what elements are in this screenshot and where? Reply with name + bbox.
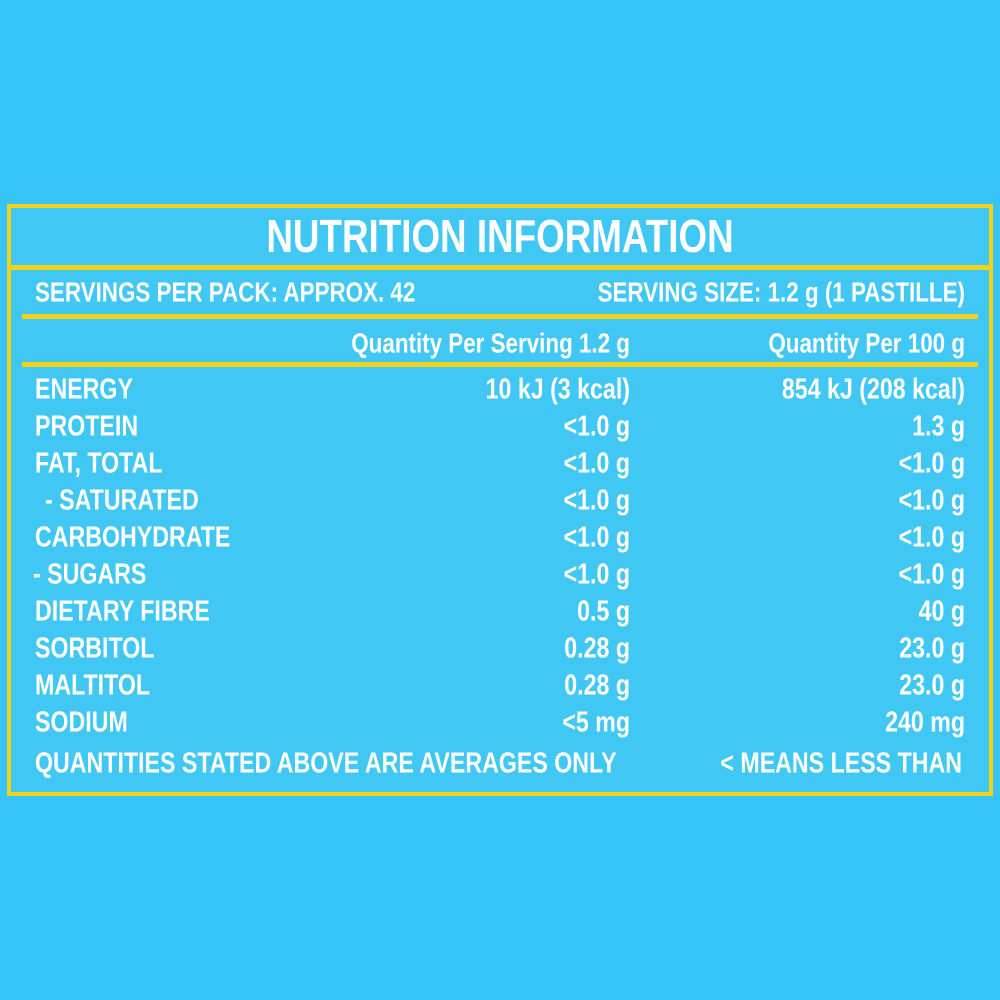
column-header: Quantity Per 100 g xyxy=(768,328,965,359)
column-header: Quantity Per Serving 1.2 g xyxy=(351,328,630,359)
per-100g-value: 854 kJ (208 kcal) xyxy=(782,372,965,405)
footer-note: QUANTITIES STATED ABOVE ARE AVERAGES ONL… xyxy=(35,746,617,779)
per-100g-value: <1.0 g xyxy=(899,520,965,553)
nutrient-label: PROTEIN xyxy=(35,409,138,442)
nutrient-label: DIETARY FIBRE xyxy=(35,594,210,627)
per-serving-value: <1.0 g xyxy=(564,557,630,590)
nutrient-label: FAT, TOTAL xyxy=(35,446,163,479)
nutrient-label: MALTITOL xyxy=(35,668,150,701)
nutrient-label: SODIUM xyxy=(35,705,128,738)
per-100g-value: 23.0 g xyxy=(899,631,965,664)
per-100g-value: 23.0 g xyxy=(899,668,965,701)
per-serving-value: <1.0 g xyxy=(564,520,630,553)
nutrient-label: SORBITOL xyxy=(35,631,154,664)
divider xyxy=(22,314,978,319)
nutrient-label: ENERGY xyxy=(35,372,133,405)
per-serving-value: 0.28 g xyxy=(564,668,630,701)
nutrient-label: CARBOHYDRATE xyxy=(35,520,230,553)
per-serving-value: <5 mg xyxy=(562,705,630,738)
per-100g-value: <1.0 g xyxy=(899,483,965,516)
per-100g-value: 1.3 g xyxy=(912,409,965,442)
per-serving-value: <1.0 g xyxy=(564,483,630,516)
panel xyxy=(7,204,993,796)
per-serving-value: 0.28 g xyxy=(564,631,630,664)
per-100g-value: <1.0 g xyxy=(899,557,965,590)
per-100g-value: 240 mg xyxy=(885,705,965,738)
title: NUTRITION INFORMATION xyxy=(266,210,733,262)
per-100g-value: 40 g xyxy=(919,594,965,627)
per-serving-value: <1.0 g xyxy=(564,446,630,479)
per-serving-value: <1.0 g xyxy=(564,409,630,442)
footer-note: < MEANS LESS THAN xyxy=(720,746,962,779)
divider xyxy=(22,362,978,367)
per-100g-value: <1.0 g xyxy=(899,446,965,479)
per-serving-value: 10 kJ (3 kcal) xyxy=(486,372,630,405)
nutrient-label: - SUGARS xyxy=(33,557,146,590)
per-serving-value: 0.5 g xyxy=(577,594,630,627)
serving-size: SERVING SIZE: 1.2 g (1 PASTILLE) xyxy=(598,277,965,308)
nutrient-label: - SATURATED xyxy=(45,483,199,516)
divider xyxy=(9,265,991,270)
servings-per-pack: SERVINGS PER PACK: APPROX. 42 xyxy=(35,277,415,308)
